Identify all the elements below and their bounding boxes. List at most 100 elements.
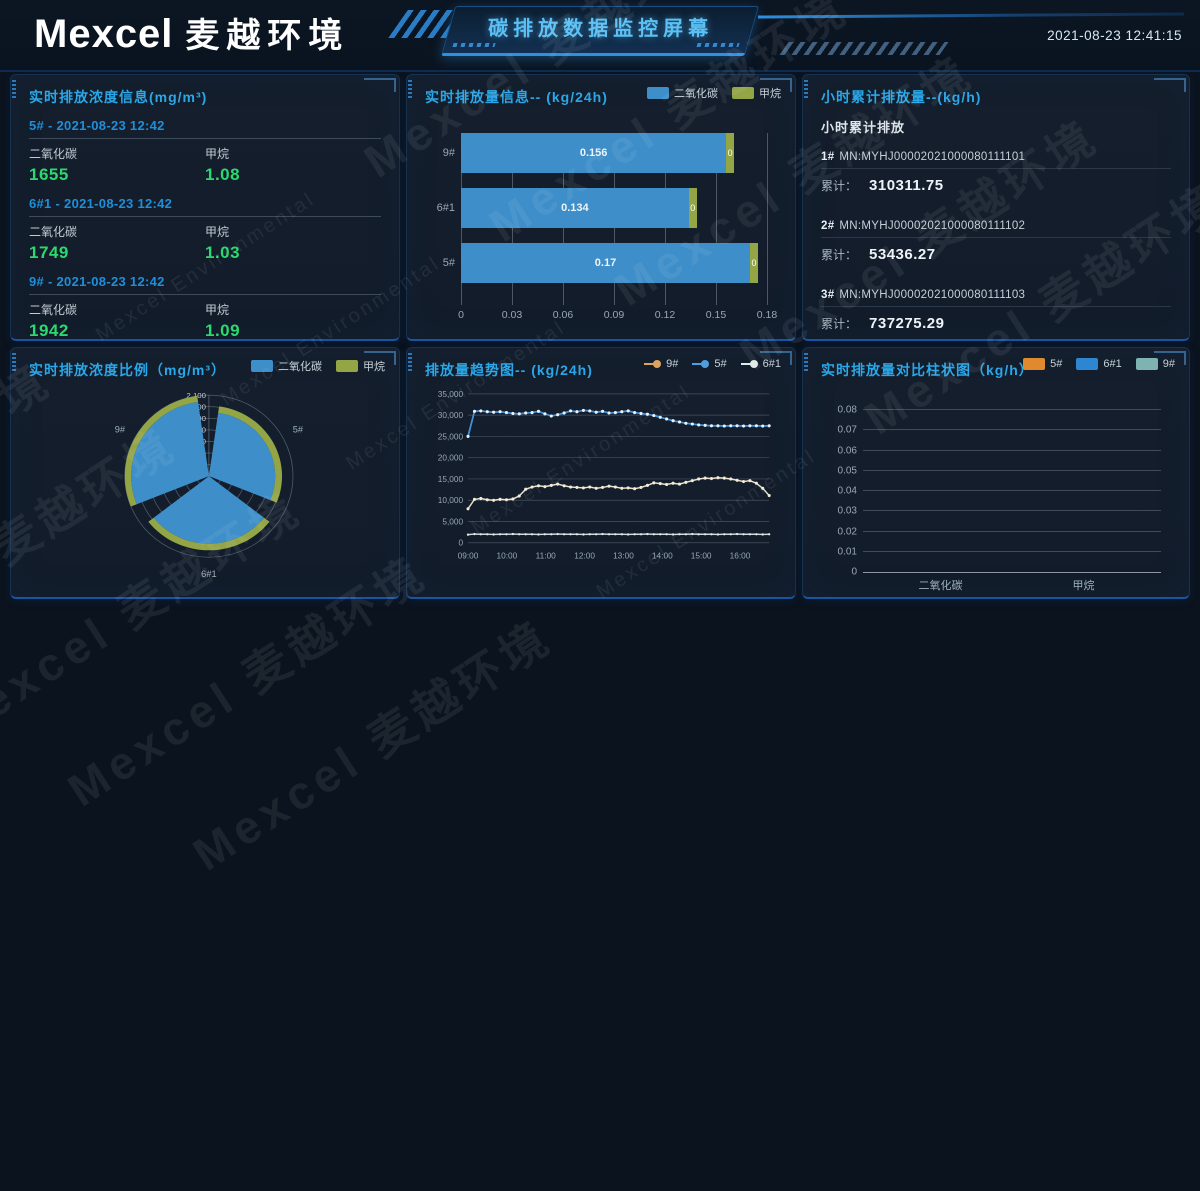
measurement: 甲烷 1.09 [205, 301, 381, 339]
trend-marker [466, 533, 470, 536]
trend-marker [485, 410, 489, 414]
trend-marker [742, 533, 745, 536]
legend-item-5#[interactable]: 5# [1023, 358, 1062, 370]
trend-marker [511, 497, 515, 501]
trend-marker [504, 498, 509, 502]
trend-marker [665, 482, 669, 487]
x-tick-label: 13:00 [613, 550, 634, 560]
trend-marker [613, 411, 617, 415]
panel-title: 小时累计排放量--(kg/h) [821, 89, 982, 105]
y-tick-label: 0.03 [837, 505, 857, 517]
device-code: 1# MN:MYHJ00002021000080111101 [821, 151, 1171, 169]
trend-marker [492, 498, 496, 502]
trend-marker [754, 424, 758, 428]
trend-marker [581, 486, 585, 490]
trend-marker [697, 477, 701, 481]
measurement-label: 甲烷 [205, 147, 230, 161]
trend-marker [665, 533, 668, 536]
trend-marker [709, 424, 714, 428]
measurement: 二氧化碳 1942 [29, 301, 205, 340]
gridline [863, 409, 1161, 410]
x-tick-label: 12:00 [574, 550, 595, 560]
measurement-value: 1942 [29, 321, 69, 340]
x-tick-label: 0.18 [756, 309, 778, 321]
trend-marker [505, 533, 508, 536]
legend-item-甲烷[interactable]: 甲烷 [732, 85, 781, 101]
trend-marker [697, 533, 700, 536]
legend: 二氧化碳 甲烷 [251, 358, 385, 374]
sector-label-5#: 5# [293, 424, 304, 434]
legend-item-6#1[interactable]: 6#1 [740, 358, 781, 370]
trend-marker [511, 532, 515, 536]
measurement-label: 甲烷 [205, 303, 230, 317]
trend-marker [633, 411, 637, 415]
panel-compare-bars: 实时排放量对比柱状图（kg/h） 5# 6#1 9# 0 0.01 0.02 0.03 0.… [802, 347, 1190, 599]
trend-marker [639, 485, 643, 489]
divider [29, 216, 381, 217]
rose-sector-co2-5# [208, 412, 276, 501]
trend-marker [761, 533, 764, 536]
decor-dashes [452, 43, 496, 47]
y-tick-label: 0.02 [837, 526, 857, 537]
legend-label: 二氧化碳 [278, 361, 322, 373]
trend-marker [658, 415, 662, 419]
gridline [767, 133, 768, 305]
total-value: 737275.29 [869, 315, 945, 332]
legend-item-5#[interactable]: 5# [692, 358, 727, 370]
legend-item-甲烷[interactable]: 甲烷 [336, 358, 385, 374]
total-row: 累计： 53436.27 [821, 246, 1171, 263]
legend-item-6#1[interactable]: 6#1 [1076, 358, 1122, 370]
trend-marker [652, 413, 656, 418]
trend-marker [735, 532, 739, 536]
y-tick-label: 30,000 [438, 410, 464, 420]
category-label: 甲烷 [1072, 580, 1095, 592]
trend-marker [607, 533, 611, 536]
legend-swatch [251, 360, 273, 372]
legend: 二氧化碳 甲烷 [647, 85, 781, 101]
gridline [863, 469, 1161, 471]
trend-marker [722, 424, 726, 428]
gridline [863, 429, 1161, 431]
legend-label: 二氧化碳 [674, 88, 718, 100]
trend-marker [768, 533, 771, 536]
legend-item-9#[interactable]: 9# [1135, 358, 1175, 370]
trend-marker [729, 533, 732, 536]
title-banner: 碳排放数据监控屏幕 [440, 6, 760, 56]
trend-marker [537, 533, 540, 536]
trend-marker [466, 507, 470, 511]
ch4-bar: 0 [750, 243, 758, 283]
trend-marker [543, 485, 547, 489]
trend-marker [479, 409, 483, 413]
category-label: 6#1 [436, 202, 455, 214]
trend-marker [761, 424, 765, 428]
trend-marker [569, 533, 572, 536]
trend-marker [710, 533, 713, 536]
device-id: 3# [821, 289, 835, 301]
trend-marker [639, 533, 643, 536]
decor-stripes-right [779, 42, 949, 55]
trend-marker [575, 533, 579, 536]
rose-sector-co2-9# [131, 401, 209, 505]
trend-marker [626, 486, 630, 490]
rose-band-ch4-5# [218, 406, 283, 503]
trend-marker [594, 486, 598, 490]
y-tick-label: 0.04 [837, 485, 857, 497]
legend-label: 6#1 [762, 358, 781, 370]
trend-marker [486, 533, 489, 536]
legend-item-9#[interactable]: 9# [644, 358, 678, 370]
panel-title: 实时排放浓度比例（mg/m³） [29, 362, 226, 378]
concentration-group: 5# - 2021-08-23 12:42 二氧化碳 1655 甲烷 1.08 [29, 118, 381, 185]
legend: 5# 6#1 9# [1023, 358, 1175, 370]
clock: 2021-08-23 12:41:15 [1047, 28, 1182, 43]
trend-marker [498, 410, 502, 414]
trend-marker [729, 477, 733, 481]
total-value: 53436.27 [869, 246, 936, 263]
trend-marker [556, 532, 559, 536]
legend-item-二氧化碳[interactable]: 二氧化碳 [647, 85, 718, 101]
trend-marker [504, 411, 509, 415]
trend-marker [716, 476, 720, 480]
legend-item-二氧化碳[interactable]: 二氧化碳 [251, 358, 322, 374]
trend-marker [678, 533, 681, 536]
station-title: 5# - 2021-08-23 12:42 [29, 118, 165, 133]
